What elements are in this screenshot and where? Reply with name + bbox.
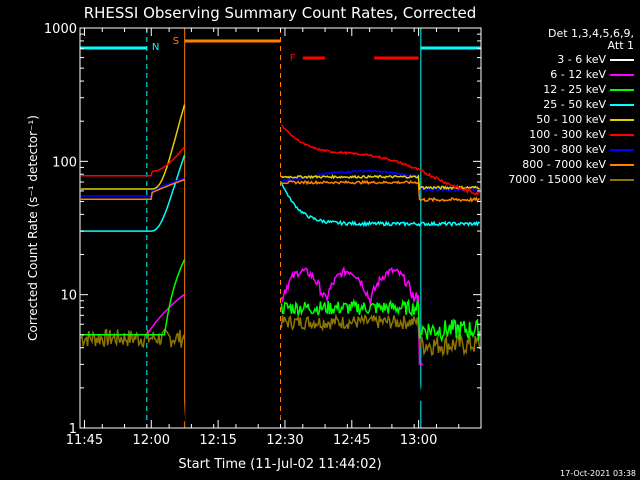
series-layer <box>80 104 481 429</box>
night-label: N <box>152 42 159 53</box>
series-line-2 <box>80 259 481 343</box>
series-line-3 <box>80 154 481 232</box>
x-tick-label: 12:15 <box>199 433 236 448</box>
series-line-0 <box>164 377 481 429</box>
x-tick-label: 11:45 <box>66 433 103 448</box>
legend-swatch <box>610 88 634 91</box>
axes: 1 10 100 1000 11:45 12:00 12:15 12:30 12:45 13:00 <box>44 22 482 448</box>
y-tick-label: 1 <box>69 422 77 437</box>
generated-timestamp: 17-Oct-2021 03:38 <box>560 469 636 478</box>
y-tick-label: 1000 <box>44 22 77 37</box>
series-line-4 <box>80 104 480 191</box>
legend-swatch <box>610 178 634 181</box>
legend-entry-label: 12 - 25 keV <box>543 83 606 96</box>
y-axis-label: Corrected Count Rate (s⁻¹ detector⁻¹) <box>26 115 40 341</box>
x-tick-label: 12:30 <box>266 433 303 448</box>
legend-swatch <box>610 163 634 166</box>
legend-entry-label: 50 - 100 keV <box>536 113 606 126</box>
series-line-8 <box>80 313 481 358</box>
legend-entry-label: 7000 - 15000 keV <box>508 173 606 186</box>
legend-header-attenuator: Att 1 <box>607 39 634 52</box>
y-tick-label: 10 <box>60 289 77 304</box>
legend-entry: 7000 - 15000 keV <box>474 172 634 187</box>
legend-entry: 300 - 800 keV <box>474 142 634 157</box>
legend-entry: 3 - 6 keV <box>474 52 634 67</box>
legend-entries: 3 - 6 keV 6 - 12 keV 12 - 25 keV 25 - 50 ke… <box>474 52 634 187</box>
legend-swatch <box>610 133 634 136</box>
legend-header-detectors: Det 1,3,4,5,6,9, <box>547 27 634 40</box>
legend-entry: 50 - 100 keV <box>474 112 634 127</box>
x-axis-label: Start Time (11-Jul-02 11:44:02) <box>178 457 381 472</box>
legend-entry: 100 - 300 keV <box>474 127 634 142</box>
legend-entry: 12 - 25 keV <box>474 82 634 97</box>
legend-entry-label: 100 - 300 keV <box>529 128 606 141</box>
legend-entry-label: 800 - 7000 keV <box>522 158 606 171</box>
legend-entry: 6 - 12 keV <box>474 67 634 82</box>
legend-swatch <box>610 73 634 76</box>
legend-swatch <box>610 148 634 151</box>
chart-title: RHESSI Observing Summary Count Rates, Co… <box>84 4 477 22</box>
flare-label: F <box>290 53 296 64</box>
legend: Det 1,3,4,5,6,9, Att 1 3 - 6 keV 6 - 12 k… <box>474 28 634 187</box>
series-line-5 <box>80 124 481 196</box>
x-tick-label: 12:45 <box>333 433 370 448</box>
legend-entry-label: 25 - 50 keV <box>543 98 606 111</box>
x-tick-label: 12:00 <box>133 433 170 448</box>
series-line-7 <box>80 178 480 203</box>
saa-label: S <box>173 36 179 47</box>
legend-entry: 25 - 50 keV <box>474 97 634 112</box>
legend-swatch <box>610 58 634 61</box>
legend-swatch <box>610 118 634 121</box>
legend-entry-label: 3 - 6 keV <box>557 53 606 66</box>
legend-swatch <box>610 103 634 106</box>
legend-entry-label: 6 - 12 keV <box>550 68 606 81</box>
x-tick-label: 13:00 <box>400 433 437 448</box>
legend-entry: 800 - 7000 keV <box>474 157 634 172</box>
y-tick-label: 100 <box>52 155 77 170</box>
legend-entry-label: 300 - 800 keV <box>529 143 606 156</box>
